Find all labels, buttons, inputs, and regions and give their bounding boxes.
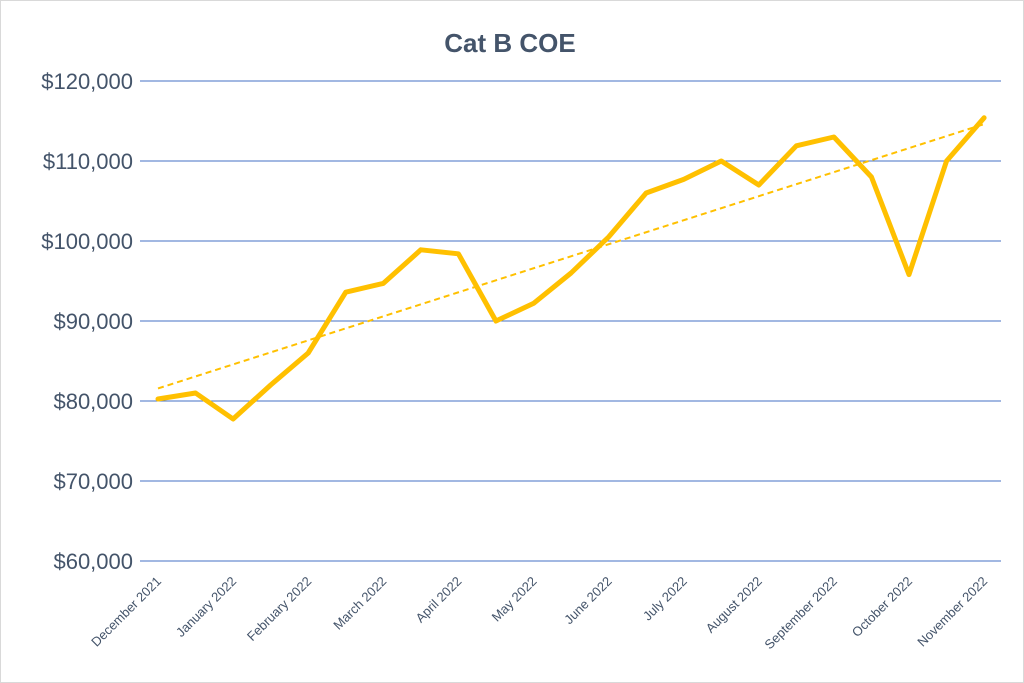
y-tick-label: $80,000 [53, 389, 133, 414]
chart-title: Cat B COE [444, 28, 575, 58]
series-line [155, 115, 987, 422]
y-tick-label: $110,000 [43, 149, 133, 174]
x-tick-label: October 2022 [849, 574, 915, 640]
y-tick-label: $100,000 [41, 229, 133, 254]
x-tick-label: January 2022 [173, 574, 239, 640]
y-tick-label: $60,000 [53, 549, 133, 574]
y-tick-label: $120,000 [41, 69, 133, 94]
y-tick-label: $90,000 [53, 309, 133, 334]
x-tick-label: February 2022 [244, 574, 314, 644]
x-tick-label: August 2022 [703, 574, 765, 636]
y-tick-label: $70,000 [53, 469, 133, 494]
x-tick-label: April 2022 [413, 574, 465, 626]
x-tick-label: June 2022 [561, 574, 615, 628]
trendline [157, 123, 985, 390]
x-tick-label: May 2022 [489, 574, 540, 625]
x-tick-label: September 2022 [761, 574, 840, 653]
x-tick-label: July 2022 [640, 574, 690, 624]
x-tick-label: November 2022 [914, 574, 990, 650]
x-tick-label: March 2022 [330, 574, 389, 633]
x-tick-label: December 2021 [88, 574, 164, 650]
